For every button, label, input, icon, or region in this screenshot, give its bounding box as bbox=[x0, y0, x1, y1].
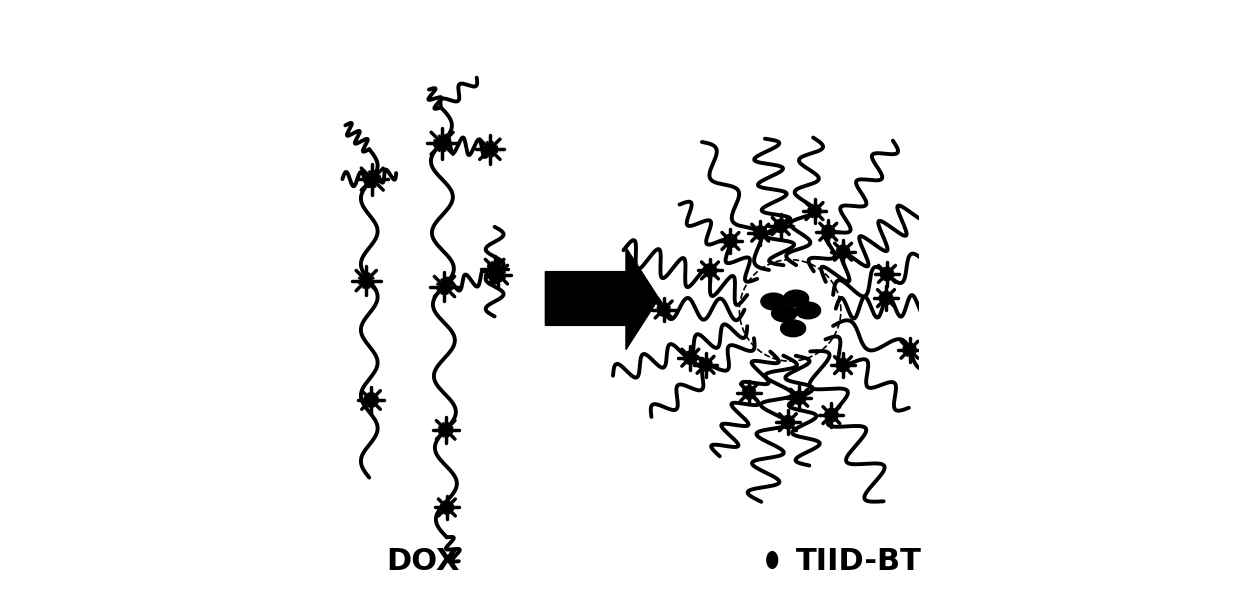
Ellipse shape bbox=[796, 302, 821, 319]
Text: DOX: DOX bbox=[386, 547, 460, 576]
Ellipse shape bbox=[781, 320, 806, 337]
Ellipse shape bbox=[766, 552, 777, 568]
Text: TIID-BT: TIID-BT bbox=[796, 547, 923, 576]
Ellipse shape bbox=[784, 290, 808, 307]
Ellipse shape bbox=[771, 305, 797, 322]
Polygon shape bbox=[546, 247, 658, 350]
Ellipse shape bbox=[761, 293, 786, 310]
